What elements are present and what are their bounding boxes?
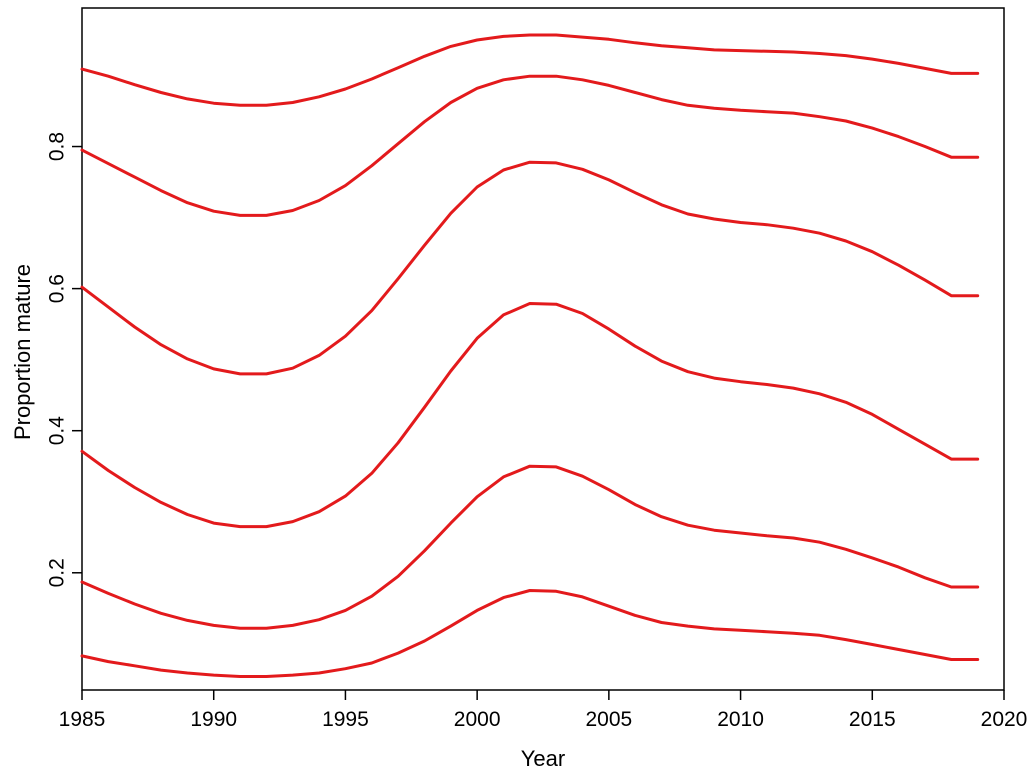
series-layer — [80, 33, 980, 678]
x-tick-label-2015: 2015 — [849, 708, 896, 731]
x-tick-label-1985: 1985 — [59, 708, 106, 731]
y-axis-title: Proportion mature — [10, 264, 35, 440]
y-tick-label-0.2: 0.2 — [46, 558, 69, 587]
series-line-2 — [80, 74, 980, 217]
x-tick-label-2010: 2010 — [717, 708, 764, 731]
series-line-1 — [80, 33, 980, 107]
y-tick-label-0.4: 0.4 — [46, 416, 69, 446]
x-tick-label-2000: 2000 — [454, 708, 501, 731]
y-axis: 0.2 0.4 0.6 0.8 — [46, 132, 82, 587]
x-axis: 1985 1990 1995 2000 2005 2010 2015 2020 — [59, 690, 1028, 731]
series-line-3 — [80, 160, 980, 376]
plot-frame — [81, 7, 1005, 691]
x-tick-label-2005: 2005 — [585, 708, 632, 731]
x-tick-label-1995: 1995 — [322, 708, 369, 731]
x-tick-label-1990: 1990 — [190, 708, 237, 731]
series-line-5 — [80, 464, 980, 630]
series-line-6 — [80, 589, 980, 678]
y-tick-label-0.6: 0.6 — [46, 274, 69, 303]
series-line-4 — [80, 302, 980, 529]
y-tick-label-0.8: 0.8 — [46, 132, 69, 161]
x-axis-title: Year — [521, 746, 565, 771]
x-tick-label-2020: 2020 — [981, 708, 1028, 731]
